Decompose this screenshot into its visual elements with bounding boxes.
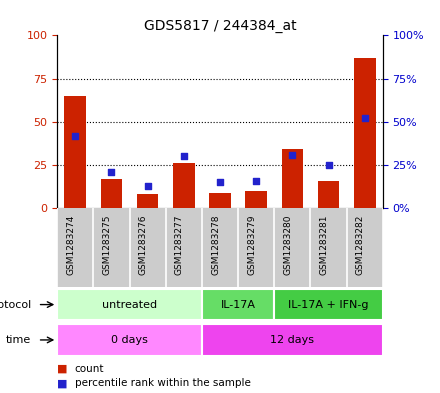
Text: GSM1283274: GSM1283274: [66, 215, 75, 275]
Bar: [318, 181, 339, 208]
Bar: [202, 288, 274, 321]
Bar: [354, 58, 376, 208]
Bar: [202, 324, 383, 356]
Bar: [57, 324, 202, 356]
Text: percentile rank within the sample: percentile rank within the sample: [75, 378, 251, 388]
Text: GSM1283276: GSM1283276: [139, 215, 148, 275]
Text: GSM1283280: GSM1283280: [283, 215, 292, 275]
Bar: [57, 288, 202, 321]
Bar: [137, 195, 158, 208]
Point: [325, 162, 332, 168]
Text: protocol: protocol: [0, 299, 31, 310]
Bar: [101, 179, 122, 208]
Bar: [274, 288, 383, 321]
Point: [289, 152, 296, 158]
Bar: [246, 191, 267, 208]
Text: GSM1283277: GSM1283277: [175, 215, 184, 275]
Text: time: time: [6, 335, 31, 345]
Text: IL-17A: IL-17A: [220, 299, 256, 310]
Point: [108, 169, 115, 175]
Bar: [64, 96, 86, 208]
Text: untreated: untreated: [102, 299, 157, 310]
Point: [72, 132, 79, 139]
Title: GDS5817 / 244384_at: GDS5817 / 244384_at: [144, 19, 296, 33]
Point: [144, 183, 151, 189]
Point: [180, 153, 187, 160]
Bar: [209, 193, 231, 208]
Text: ■: ■: [57, 364, 68, 374]
Bar: [173, 163, 194, 208]
Text: 0 days: 0 days: [111, 335, 148, 345]
Text: GSM1283281: GSM1283281: [319, 215, 329, 275]
Point: [361, 115, 368, 121]
Text: GSM1283278: GSM1283278: [211, 215, 220, 275]
Text: count: count: [75, 364, 104, 374]
Bar: [282, 149, 303, 208]
Text: ■: ■: [57, 378, 68, 388]
Point: [216, 179, 224, 185]
Text: GSM1283282: GSM1283282: [356, 215, 365, 275]
Text: GSM1283275: GSM1283275: [103, 215, 111, 275]
Text: 12 days: 12 days: [270, 335, 314, 345]
Point: [253, 178, 260, 184]
Text: IL-17A + IFN-g: IL-17A + IFN-g: [288, 299, 369, 310]
Text: GSM1283279: GSM1283279: [247, 215, 256, 275]
